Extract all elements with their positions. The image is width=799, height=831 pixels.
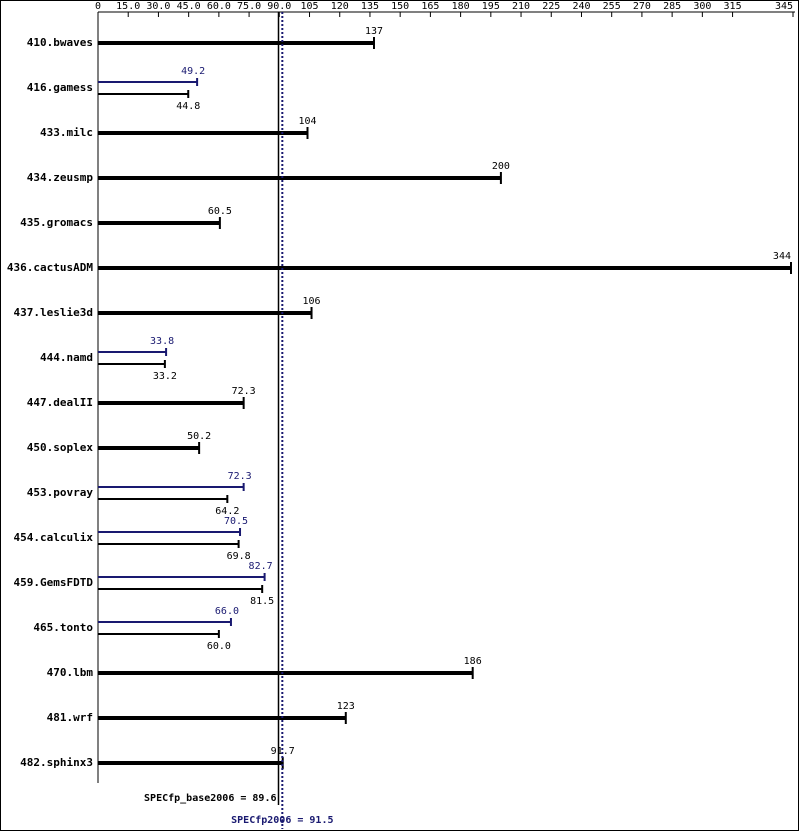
x-tick-label: 270 [633,1,651,12]
x-tick-label: 0 [95,1,101,12]
category-label: 465.tonto [33,621,93,634]
category-label: 470.lbm [47,666,94,679]
x-tick-label: 210 [512,1,530,12]
category-label: 435.gromacs [20,216,93,229]
value-label: 137 [365,26,383,37]
value-label: 60.5 [208,206,232,217]
x-tick-label: 90.0 [267,1,291,12]
value-label: 66.0 [215,606,239,617]
x-tick-label: 60.0 [207,1,231,12]
reference-label: SPECfp_base2006 = 89.6 [144,793,276,804]
value-label: 44.8 [176,101,200,112]
x-tick-label: 255 [603,1,621,12]
category-label: 459.GemsFDTD [14,576,94,589]
category-label: 433.milc [40,126,93,139]
value-label: 186 [464,656,482,667]
x-tick-label: 240 [572,1,590,12]
category-label: 450.soplex [27,441,94,454]
value-label: 33.2 [153,371,177,382]
value-label: 106 [303,296,321,307]
value-label: 64.2 [215,506,239,517]
value-label: 344 [773,251,791,262]
value-label: 72.3 [228,471,252,482]
category-label: 444.namd [40,351,93,364]
x-tick-label: 120 [331,1,349,12]
x-tick-label: 300 [693,1,711,12]
x-tick-label: 105 [300,1,318,12]
x-tick-label: 315 [724,1,742,12]
value-label: 72.3 [232,386,256,397]
x-tick-label: 45.0 [177,1,201,12]
value-label: 91.7 [271,746,295,757]
value-label: 50.2 [187,431,211,442]
value-label: 70.5 [224,516,248,527]
value-label: 69.8 [227,551,251,562]
value-label: 123 [337,701,355,712]
value-label: 49.2 [181,66,205,77]
x-tick-label: 15.0 [116,1,140,12]
category-label: 416.gamess [27,81,93,94]
value-label: 60.0 [207,641,231,652]
category-label: 447.dealII [27,396,93,409]
x-tick-label: 150 [391,1,409,12]
category-label: 482.sphinx3 [20,756,93,769]
x-tick-label: 135 [361,1,379,12]
value-label: 200 [492,161,510,172]
reference-label: SPECfp2006 = 91.5 [231,815,333,826]
value-label: 82.7 [249,561,273,572]
category-label: 436.cactusADM [7,261,93,274]
category-label: 453.povray [27,486,94,499]
category-label: 454.calculix [14,531,94,544]
value-label: 104 [298,116,316,127]
x-tick-label: 285 [663,1,681,12]
category-label: 434.zeusmp [27,171,94,184]
category-label: 437.leslie3d [14,306,93,319]
x-tick-label: 345 [775,1,793,12]
x-tick-label: 165 [421,1,439,12]
category-label: 481.wrf [47,711,93,724]
x-tick-label: 225 [542,1,560,12]
value-label: 81.5 [250,596,274,607]
category-label: 410.bwaves [27,36,93,49]
x-tick-label: 180 [452,1,470,12]
x-tick-label: 30.0 [146,1,170,12]
x-tick-label: 75.0 [237,1,261,12]
value-label: 33.8 [150,336,174,347]
x-tick-label: 195 [482,1,500,12]
